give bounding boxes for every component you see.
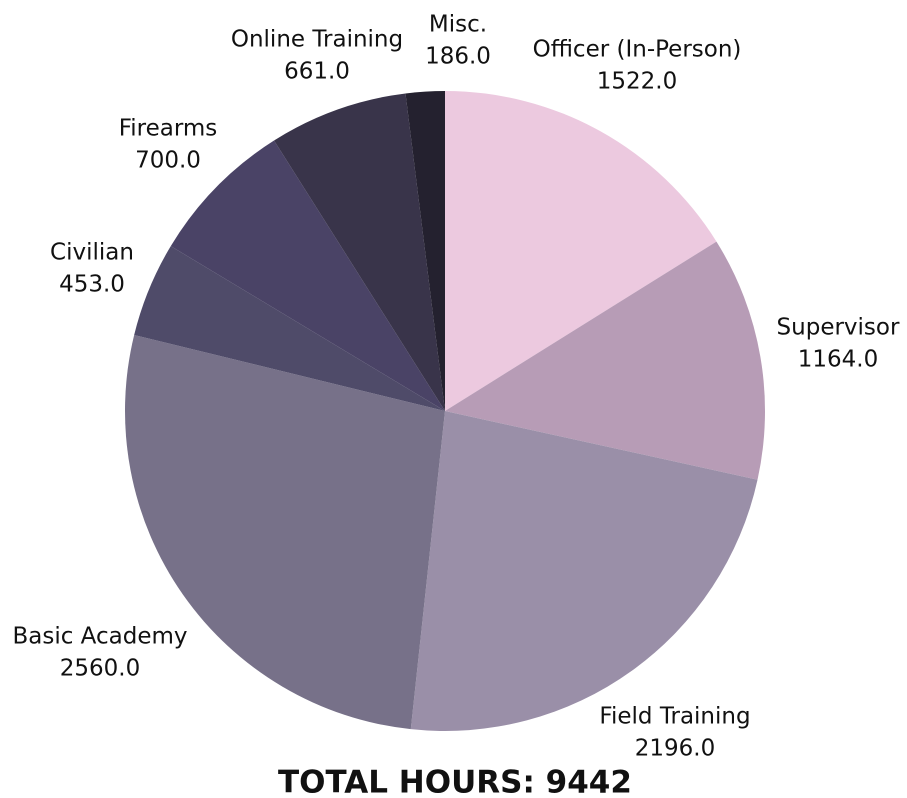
- slice-label: Firearms: [119, 116, 218, 142]
- slice-label: Basic Academy: [12, 624, 187, 650]
- slice-label: Civilian: [50, 240, 134, 266]
- pie-slice: [134, 246, 445, 411]
- slice-label: Online Training: [231, 27, 403, 53]
- pie-slice: [170, 140, 445, 411]
- slice-label: Field Training: [599, 704, 750, 730]
- pie-slice: [405, 91, 445, 411]
- pie-slice: [125, 334, 445, 730]
- pie-slice: [445, 91, 717, 411]
- pie-slice: [445, 241, 765, 480]
- slice-value: 2196.0: [635, 736, 715, 762]
- slice-label: Misc.: [429, 12, 487, 38]
- slice-value: 1522.0: [597, 69, 677, 95]
- slice-value: 186.0: [425, 44, 491, 70]
- slice-label: Supervisor: [777, 315, 900, 341]
- pie-slice: [274, 93, 445, 412]
- slice-value: 453.0: [59, 272, 125, 298]
- slice-label: Officer (In-Person): [533, 37, 742, 63]
- chart-title: TOTAL HOURS: 9442: [278, 765, 632, 798]
- slice-value: 1164.0: [798, 347, 878, 373]
- slice-value: 2560.0: [60, 656, 140, 682]
- slice-value: 700.0: [135, 148, 201, 174]
- pie-slice: [410, 411, 758, 731]
- slice-value: 661.0: [284, 59, 350, 85]
